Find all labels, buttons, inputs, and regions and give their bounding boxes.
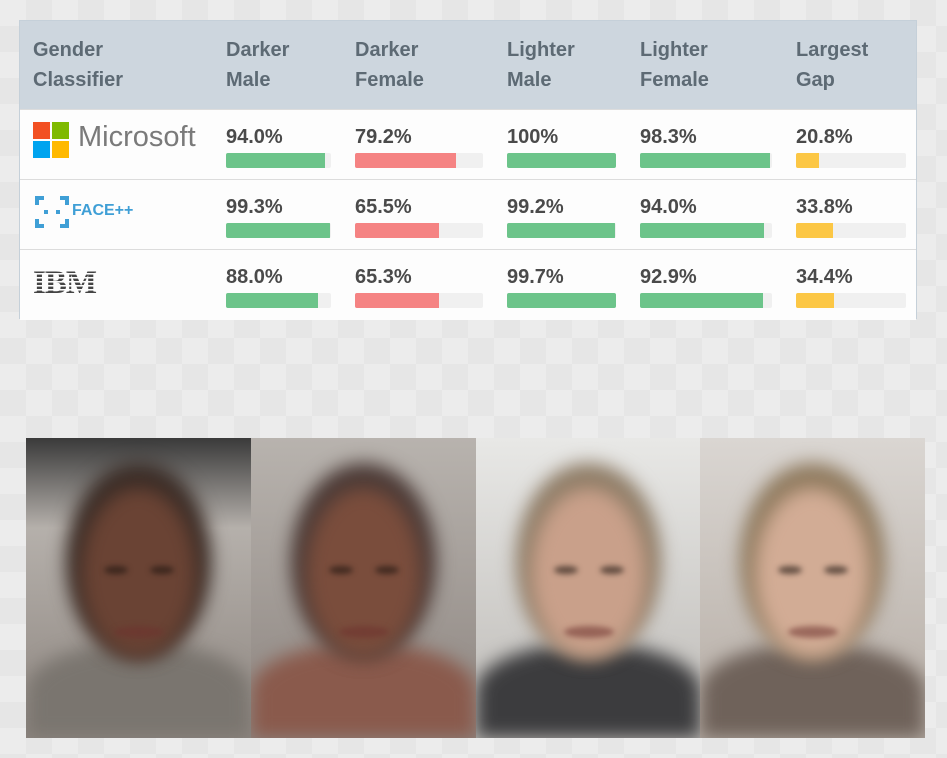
bar-fill	[796, 293, 834, 308]
bar-track	[355, 223, 483, 238]
cell-value: 33.8%	[796, 196, 853, 218]
bar-fill	[796, 153, 819, 168]
face-eye	[104, 566, 128, 574]
header-darker-female: Darker Female	[355, 39, 424, 91]
bar-track	[355, 293, 483, 308]
face-eye	[150, 566, 174, 574]
face-shoulders	[700, 643, 925, 738]
bar-track	[226, 223, 331, 238]
bar-fill	[355, 223, 439, 238]
header-gender-classifier: Gender Classifier	[33, 39, 124, 91]
cell-value: 98.3%	[640, 126, 697, 148]
cell-value: 79.2%	[355, 126, 412, 148]
face-eye	[599, 566, 624, 574]
faceplusplus-logo: FACE++	[33, 192, 133, 233]
ibm-logo: IBMIBM	[33, 262, 99, 303]
bar-track	[640, 223, 772, 238]
bar-fill	[640, 293, 763, 308]
face-eye	[553, 566, 578, 574]
cell-value: 92.9%	[640, 266, 697, 288]
average-faces-strip	[26, 438, 925, 738]
header-lighter-female: Lighter Female	[640, 39, 709, 91]
table-row: FACE++ 99.3% 65.5% 99.2% 94.0% 33.8%	[20, 179, 916, 250]
svg-text:IBM: IBM	[33, 266, 97, 298]
cell-value: 94.0%	[226, 126, 283, 148]
cell-value: 88.0%	[226, 266, 283, 288]
bar-fill	[355, 153, 457, 168]
face-shoulders	[475, 643, 701, 738]
gender-classifier-table: Gender Classifier Darker Male Darker Fem…	[19, 20, 917, 320]
cell-value: 99.3%	[226, 196, 283, 218]
header-largest-gap: Largest Gap	[796, 39, 869, 91]
bar-track	[640, 293, 772, 308]
bar-fill	[796, 223, 834, 238]
face-mouth	[563, 626, 614, 638]
cell-value: 20.8%	[796, 126, 853, 148]
bar-fill	[226, 153, 325, 168]
face-shoulders	[250, 643, 476, 738]
darker-female-average-face	[250, 438, 476, 738]
bar-fill	[226, 293, 319, 308]
faceplusplus-logo-text: FACE++	[72, 202, 134, 219]
bar-fill	[640, 223, 765, 238]
header-darker-male: Darker Male	[226, 39, 290, 91]
bar-fill	[507, 153, 616, 168]
cell-value: 99.7%	[507, 266, 564, 288]
face-eye	[328, 566, 353, 574]
bar-fill	[507, 293, 616, 308]
bar-fill	[355, 293, 439, 308]
microsoft-logo: Microsoft	[33, 121, 203, 167]
face-eye	[778, 566, 803, 574]
table-header: Gender Classifier Darker Male Darker Fem…	[20, 21, 916, 109]
bar-track	[507, 153, 616, 168]
table-row: IBMIBM 88.0% 65.3% 99.7% 92.9% 34.4%	[20, 249, 916, 320]
face-mouth	[338, 626, 389, 638]
face-shoulders	[26, 643, 251, 738]
face-mouth	[788, 626, 839, 638]
face-eye	[824, 566, 849, 574]
cell-value: 65.5%	[355, 196, 412, 218]
face-mouth	[114, 626, 164, 638]
cell-value: 65.3%	[355, 266, 412, 288]
bar-fill	[507, 223, 616, 238]
darker-male-average-face	[26, 438, 251, 738]
face-eye	[374, 566, 399, 574]
bar-track	[640, 153, 772, 168]
lighter-female-average-face	[700, 438, 925, 738]
header-lighter-male: Lighter Male	[507, 39, 575, 91]
cell-value: 94.0%	[640, 196, 697, 218]
lighter-male-average-face	[475, 438, 701, 738]
bar-track	[226, 153, 331, 168]
bar-track	[507, 223, 616, 238]
bar-fill	[226, 223, 331, 238]
table-row: Microsoft 94.0% 79.2% 100% 98.3% 20.8%	[20, 109, 916, 180]
bar-track	[226, 293, 331, 308]
bar-track	[796, 223, 906, 238]
bar-fill	[640, 153, 770, 168]
cell-value: 99.2%	[507, 196, 564, 218]
microsoft-logo-text: Microsoft	[78, 121, 196, 153]
cell-value: 34.4%	[796, 266, 853, 288]
bar-track	[507, 293, 616, 308]
bar-track	[796, 153, 906, 168]
bar-track	[355, 153, 483, 168]
bar-track	[796, 293, 906, 308]
cell-value: 100%	[507, 126, 559, 148]
